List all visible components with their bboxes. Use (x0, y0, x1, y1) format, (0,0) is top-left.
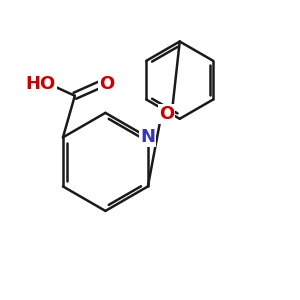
Text: N: N (140, 128, 155, 146)
Text: O: O (99, 75, 115, 93)
Text: HO: HO (26, 75, 56, 93)
Text: O: O (159, 105, 174, 123)
